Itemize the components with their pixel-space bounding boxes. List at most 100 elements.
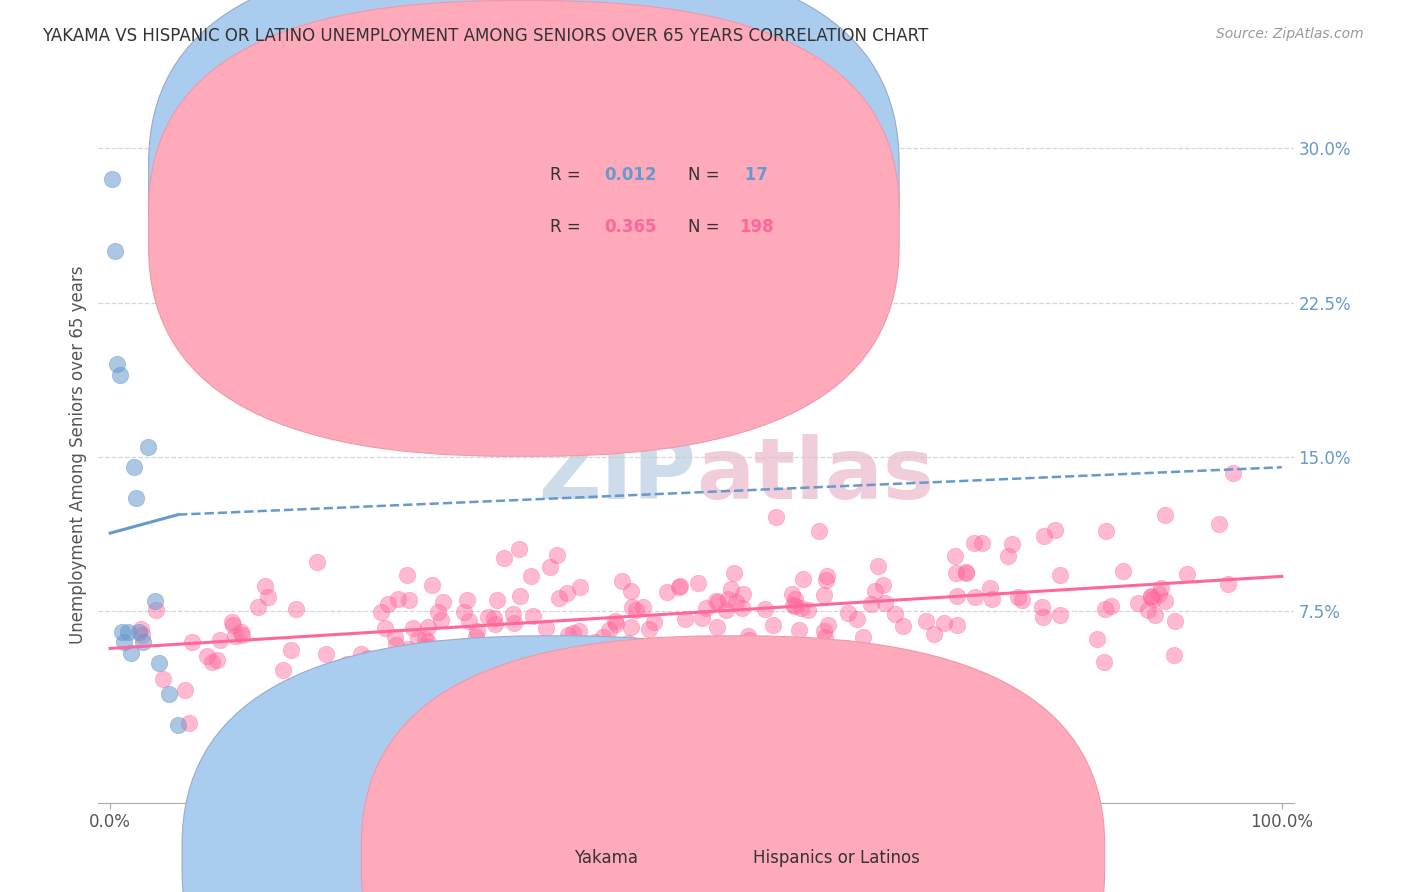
- Point: [503, 615, 526, 630]
- Point: [1147, 587, 1170, 601]
- Point: [477, 610, 499, 624]
- Point: [955, 565, 977, 579]
- Point: [872, 578, 894, 592]
- Point: [1208, 516, 1230, 531]
- Point: [554, 636, 576, 650]
- Point: [762, 618, 785, 632]
- Point: [120, 646, 142, 660]
- Point: [883, 607, 905, 621]
- Point: [605, 617, 627, 632]
- Point: [152, 672, 174, 686]
- Point: [815, 573, 838, 587]
- Point: [136, 440, 159, 454]
- Point: [557, 628, 579, 642]
- Point: [547, 591, 569, 605]
- Point: [484, 617, 506, 632]
- Point: [125, 491, 148, 505]
- Point: [122, 460, 145, 475]
- Point: [979, 581, 1001, 595]
- Point: [673, 612, 696, 626]
- Point: [131, 622, 153, 636]
- Point: [787, 623, 810, 637]
- Point: [105, 357, 128, 371]
- Point: [1092, 655, 1115, 669]
- Point: [620, 584, 643, 599]
- Point: [538, 560, 561, 574]
- Point: [1001, 537, 1024, 551]
- Point: [638, 623, 661, 637]
- Point: [418, 620, 440, 634]
- Text: R =: R =: [550, 218, 586, 235]
- Point: [725, 594, 748, 608]
- Point: [752, 638, 775, 652]
- Point: [997, 549, 1019, 563]
- Point: [620, 620, 643, 634]
- Point: [1222, 467, 1244, 481]
- Point: [1150, 582, 1173, 596]
- Point: [387, 592, 409, 607]
- Point: [336, 688, 359, 702]
- FancyBboxPatch shape: [183, 636, 925, 892]
- Point: [785, 592, 807, 607]
- Text: R =: R =: [550, 166, 586, 185]
- Point: [280, 643, 302, 657]
- Point: [231, 628, 253, 642]
- Point: [467, 644, 489, 658]
- Point: [482, 611, 505, 625]
- Point: [456, 592, 478, 607]
- Point: [1049, 567, 1071, 582]
- Point: [536, 621, 558, 635]
- Point: [195, 648, 218, 663]
- Point: [502, 607, 524, 622]
- Point: [145, 603, 167, 617]
- Point: [1175, 567, 1198, 582]
- Point: [460, 660, 482, 674]
- Text: 0.365: 0.365: [605, 218, 657, 235]
- FancyBboxPatch shape: [149, 0, 900, 409]
- Point: [845, 612, 868, 626]
- Point: [271, 663, 294, 677]
- Point: [1154, 508, 1177, 523]
- Point: [307, 556, 329, 570]
- Point: [834, 641, 856, 656]
- Point: [413, 632, 436, 646]
- Point: [692, 611, 714, 625]
- Point: [246, 599, 269, 614]
- Point: [610, 574, 633, 589]
- Point: [132, 635, 155, 649]
- Point: [932, 615, 955, 630]
- Point: [1142, 592, 1164, 607]
- Point: [104, 244, 127, 259]
- Point: [790, 600, 813, 615]
- Point: [965, 591, 987, 605]
- Point: [717, 591, 740, 606]
- Point: [605, 640, 627, 654]
- Point: [782, 599, 804, 613]
- Point: [108, 368, 131, 382]
- Point: [402, 621, 425, 635]
- Point: [583, 635, 606, 649]
- Point: [1136, 603, 1159, 617]
- Point: [465, 630, 488, 644]
- Text: Yakama: Yakama: [574, 849, 638, 867]
- Point: [655, 585, 678, 599]
- Point: [370, 606, 392, 620]
- Point: [1112, 565, 1135, 579]
- Point: [1140, 591, 1163, 605]
- Point: [707, 595, 730, 609]
- Point: [485, 593, 508, 607]
- Point: [509, 589, 531, 603]
- Point: [706, 620, 728, 634]
- Text: N =: N =: [688, 166, 724, 185]
- Point: [754, 602, 776, 616]
- Point: [683, 660, 706, 674]
- Point: [704, 594, 727, 608]
- Point: [723, 566, 745, 581]
- Point: [112, 635, 135, 649]
- Point: [572, 672, 595, 686]
- Point: [797, 603, 820, 617]
- Point: [1126, 595, 1149, 609]
- Point: [336, 657, 359, 671]
- Point: [602, 651, 624, 665]
- Point: [494, 550, 516, 565]
